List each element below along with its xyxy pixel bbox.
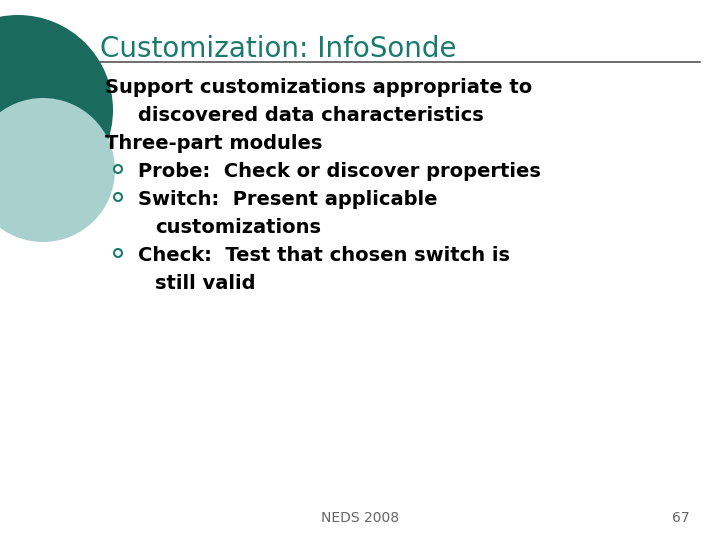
Text: Three-part modules: Three-part modules	[105, 134, 323, 153]
Text: Customization: InfoSonde: Customization: InfoSonde	[100, 35, 456, 63]
Text: discovered data characteristics: discovered data characteristics	[138, 106, 484, 125]
Text: customizations: customizations	[155, 218, 321, 237]
Text: Check:  Test that chosen switch is: Check: Test that chosen switch is	[138, 246, 510, 265]
Text: Support customizations appropriate to: Support customizations appropriate to	[105, 78, 532, 97]
Text: NEDS 2008: NEDS 2008	[321, 511, 399, 525]
Text: 67: 67	[672, 511, 690, 525]
Circle shape	[0, 15, 113, 205]
Text: Switch:  Present applicable: Switch: Present applicable	[138, 190, 438, 209]
Text: still valid: still valid	[155, 274, 256, 293]
Circle shape	[0, 98, 115, 242]
Text: Probe:  Check or discover properties: Probe: Check or discover properties	[138, 162, 541, 181]
